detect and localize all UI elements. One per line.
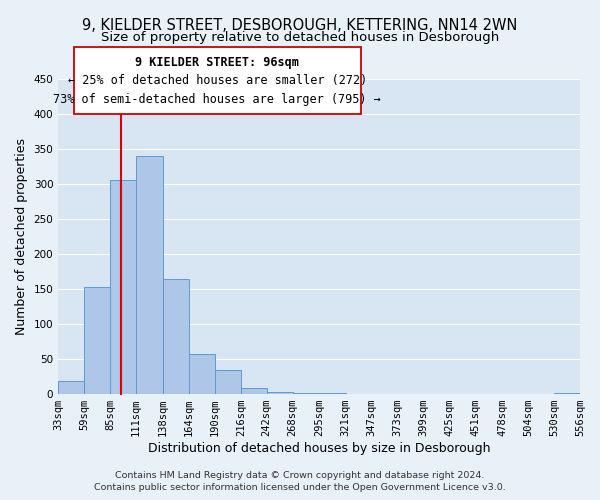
- Bar: [241, 388, 267, 394]
- Text: Size of property relative to detached houses in Desborough: Size of property relative to detached ho…: [101, 31, 499, 44]
- Bar: [136, 156, 163, 394]
- Y-axis label: Number of detached properties: Number of detached properties: [15, 138, 28, 335]
- Bar: [267, 392, 293, 394]
- Bar: [110, 180, 136, 394]
- Text: ← 25% of detached houses are smaller (272): ← 25% of detached houses are smaller (27…: [68, 74, 367, 87]
- Text: Contains HM Land Registry data © Crown copyright and database right 2024.
Contai: Contains HM Land Registry data © Crown c…: [94, 471, 506, 492]
- Bar: [84, 287, 110, 394]
- Text: 9 KIELDER STREET: 96sqm: 9 KIELDER STREET: 96sqm: [136, 56, 299, 68]
- Text: 73% of semi-detached houses are larger (795) →: 73% of semi-detached houses are larger (…: [53, 92, 381, 106]
- Bar: [163, 278, 189, 394]
- Bar: [215, 370, 241, 394]
- Bar: [189, 354, 215, 394]
- Bar: [554, 392, 580, 394]
- Text: 9, KIELDER STREET, DESBOROUGH, KETTERING, NN14 2WN: 9, KIELDER STREET, DESBOROUGH, KETTERING…: [82, 18, 518, 32]
- Bar: [58, 382, 84, 394]
- X-axis label: Distribution of detached houses by size in Desborough: Distribution of detached houses by size …: [148, 442, 490, 455]
- FancyBboxPatch shape: [74, 48, 361, 114]
